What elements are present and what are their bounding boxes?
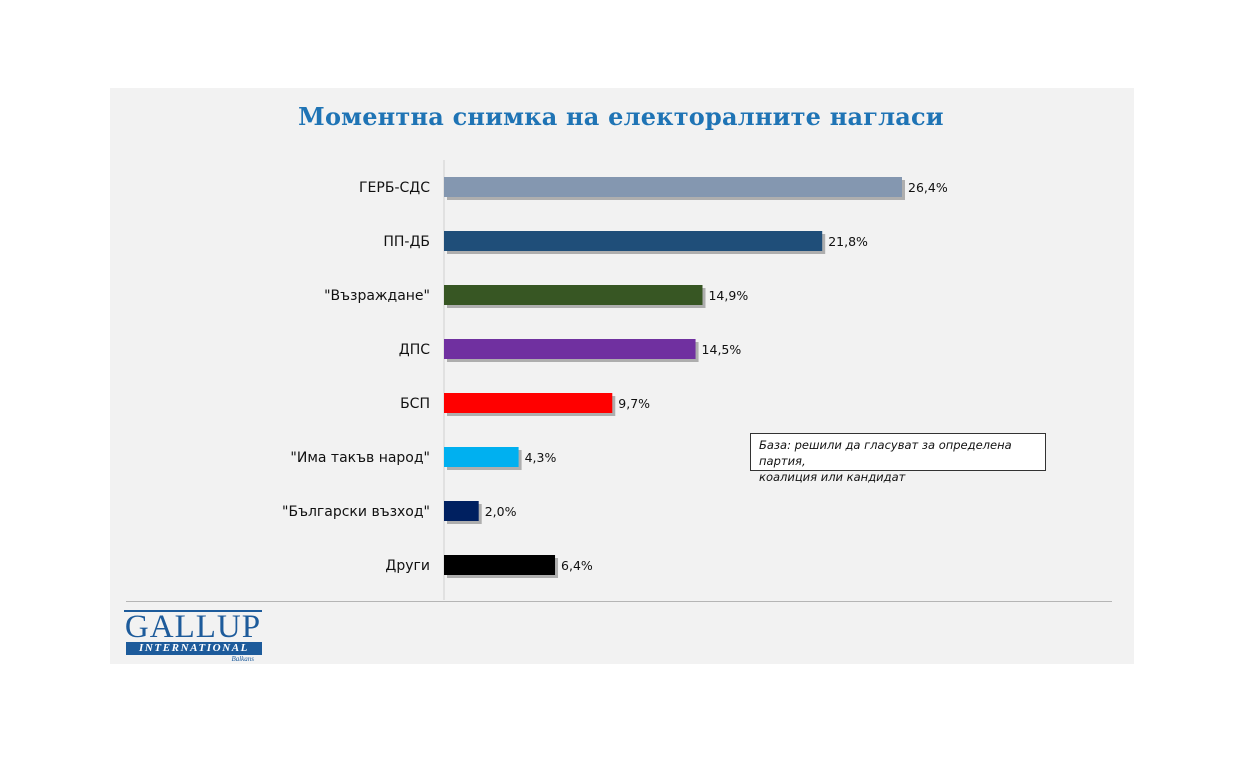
bar-4 <box>444 339 696 359</box>
category-label: ПП-ДБ <box>383 234 430 250</box>
category-label: ДПС <box>399 342 430 358</box>
bar-2 <box>444 231 823 251</box>
bar-1 <box>444 177 902 197</box>
base-note-line-2: коалиция или кандидат <box>759 470 906 484</box>
base-note-line-1: База: решили да гласуват за определена п… <box>759 438 1012 468</box>
category-label: Други <box>385 558 430 574</box>
category-label: БСП <box>400 396 430 412</box>
bar-3 <box>444 285 703 305</box>
chart-title: Моментна снимка на електоралните нагласи <box>298 102 944 131</box>
bar-6 <box>444 447 519 467</box>
value-label: 14,9% <box>708 288 748 303</box>
logo-wordmark: GALLUP <box>124 609 262 645</box>
value-label: 21,8% <box>828 234 868 249</box>
category-label: "Възраждане" <box>324 288 430 304</box>
value-label: 9,7% <box>618 396 650 411</box>
footer-divider <box>126 601 1112 602</box>
value-label: 6,4% <box>561 558 593 573</box>
value-label: 4,3% <box>525 450 557 465</box>
value-label: 26,4% <box>908 180 948 195</box>
value-label: 14,5% <box>702 342 742 357</box>
bar-5 <box>444 393 613 413</box>
gallup-logo: GALLUP INTERNATIONAL Balkans <box>122 606 264 664</box>
category-label: "Има такъв народ" <box>290 450 430 466</box>
category-label: ГЕРБ-СДС <box>359 180 430 196</box>
value-label: 2,0% <box>485 504 517 519</box>
logo-international-bar: INTERNATIONAL <box>126 642 262 655</box>
logo-top-line <box>124 610 262 612</box>
logo-balkans: Balkans <box>231 655 254 663</box>
base-note: База: решили да гласуват за определена п… <box>750 433 1046 484</box>
bar-7 <box>444 501 479 521</box>
category-label: "Български възход" <box>282 504 430 520</box>
bar-8 <box>444 555 556 575</box>
